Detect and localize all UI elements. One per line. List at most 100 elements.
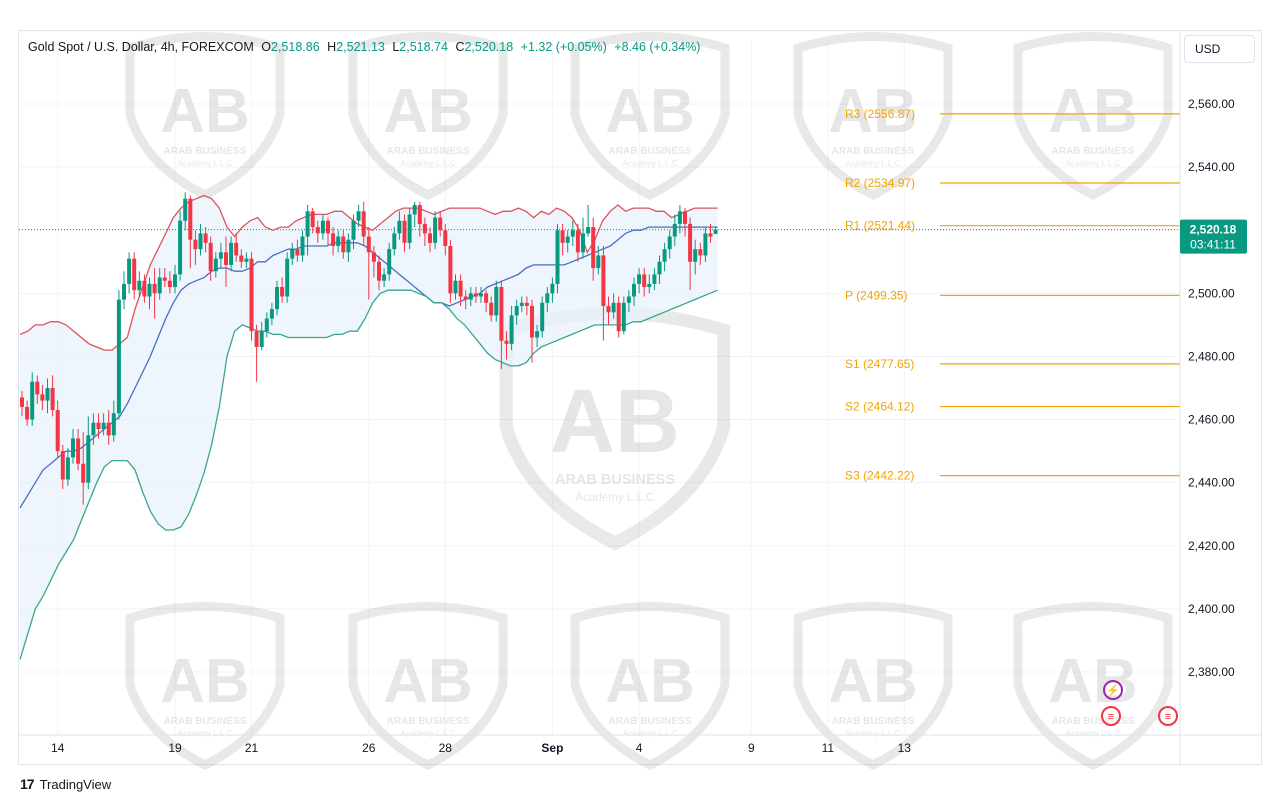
- candle-body: [540, 302, 545, 332]
- candle-body: [647, 283, 652, 288]
- candle: [504, 331, 509, 360]
- candle-body: [703, 233, 708, 256]
- watermark-ab: AB: [160, 77, 250, 146]
- candle-body: [499, 287, 504, 341]
- watermark-ab: AB: [550, 372, 680, 472]
- candle: [417, 201, 422, 237]
- watermark-title: ARAB BUSINESS: [832, 716, 915, 727]
- candle-body: [137, 280, 142, 291]
- candle: [458, 274, 463, 306]
- candle: [382, 268, 387, 288]
- candle-body: [677, 211, 682, 224]
- candle-body: [60, 451, 65, 480]
- watermark-subtitle: Academy L.L.C: [401, 159, 456, 168]
- candle-body: [530, 305, 534, 338]
- pivot-levels: R3 (2556.87) R2 (2534.97) R1 (2521.44) P (2…: [19, 107, 1180, 483]
- candle: [514, 299, 519, 325]
- watermark-title: ARAB BUSINESS: [164, 716, 247, 727]
- candle: [402, 214, 407, 253]
- candle-body: [234, 242, 239, 256]
- candle-body: [642, 274, 647, 288]
- candle-body: [377, 261, 381, 281]
- candle: [535, 324, 540, 347]
- y-tick-label: 2,380.00: [1188, 665, 1235, 679]
- candle-body: [458, 280, 463, 297]
- watermark-ab: AB: [605, 647, 695, 716]
- x-tick-label: 13: [898, 741, 912, 755]
- candle: [336, 230, 341, 253]
- candle: [183, 192, 188, 231]
- open-value: 2,518.86: [271, 40, 320, 54]
- chart-frame: [18, 30, 1262, 765]
- lightning-event-icon[interactable]: ⚡: [1103, 680, 1123, 700]
- candle: [657, 255, 662, 284]
- candle: [224, 236, 228, 288]
- candle-body: [30, 381, 35, 420]
- candle: [448, 239, 453, 303]
- candle: [596, 246, 601, 275]
- candle: [392, 227, 397, 256]
- candle-body: [443, 230, 448, 246]
- candle-body: [698, 249, 703, 256]
- currency-button[interactable]: USD: [1184, 35, 1255, 63]
- candle: [106, 410, 111, 445]
- axes: 2,560.002,540.002,520.002,500.002,480.00…: [18, 30, 1262, 765]
- candle: [351, 214, 356, 250]
- candle: [193, 230, 198, 265]
- candle: [35, 375, 40, 404]
- candle: [101, 413, 106, 436]
- candle: [167, 271, 172, 294]
- candle-body: [264, 318, 269, 332]
- us-flag-event-icon[interactable]: ≡: [1101, 706, 1121, 726]
- watermark-ab: AB: [828, 647, 918, 716]
- candle: [244, 252, 249, 269]
- candle: [591, 217, 596, 281]
- watermark-title: ARAB BUSINESS: [164, 146, 247, 157]
- candle: [50, 375, 55, 417]
- candle-body: [341, 236, 346, 253]
- candle: [162, 268, 167, 288]
- y-tick-label: 2,480.00: [1188, 349, 1235, 363]
- candle-body: [387, 249, 392, 275]
- candle: [397, 211, 402, 240]
- candle-body: [336, 236, 341, 246]
- candle: [433, 211, 438, 250]
- candle-body: [331, 233, 336, 246]
- candle-body: [152, 283, 157, 294]
- candle-body: [50, 388, 55, 411]
- candle: [626, 290, 631, 313]
- candle-body: [672, 223, 677, 237]
- candle-body: [178, 220, 183, 275]
- tradingview-wordmark: TradingView: [39, 776, 112, 792]
- candle-body: [407, 214, 412, 243]
- candle: [473, 287, 478, 303]
- candle-body: [269, 309, 274, 319]
- candle: [254, 324, 259, 382]
- candle-body: [244, 258, 249, 262]
- candle: [683, 208, 687, 237]
- watermark-subtitle: Academy L.L.C: [623, 729, 678, 738]
- candle-body: [132, 258, 137, 291]
- candle: [305, 204, 310, 256]
- candle: [218, 242, 223, 269]
- watermark-shield-outline: [125, 32, 285, 201]
- tradingview-logo[interactable]: 17 TradingView: [20, 776, 111, 792]
- candle: [412, 201, 417, 228]
- candle: [468, 287, 473, 306]
- x-tick-label: 11: [822, 741, 835, 755]
- candle-body: [550, 283, 555, 294]
- candle-body: [422, 223, 427, 234]
- us-flag-event-icon-2[interactable]: ≡: [1158, 706, 1178, 726]
- candle: [127, 252, 132, 294]
- low-label: L: [392, 40, 400, 54]
- candle-body: [40, 394, 45, 401]
- candle-body: [637, 274, 642, 284]
- candle: [621, 296, 626, 335]
- candle-body: [688, 223, 693, 262]
